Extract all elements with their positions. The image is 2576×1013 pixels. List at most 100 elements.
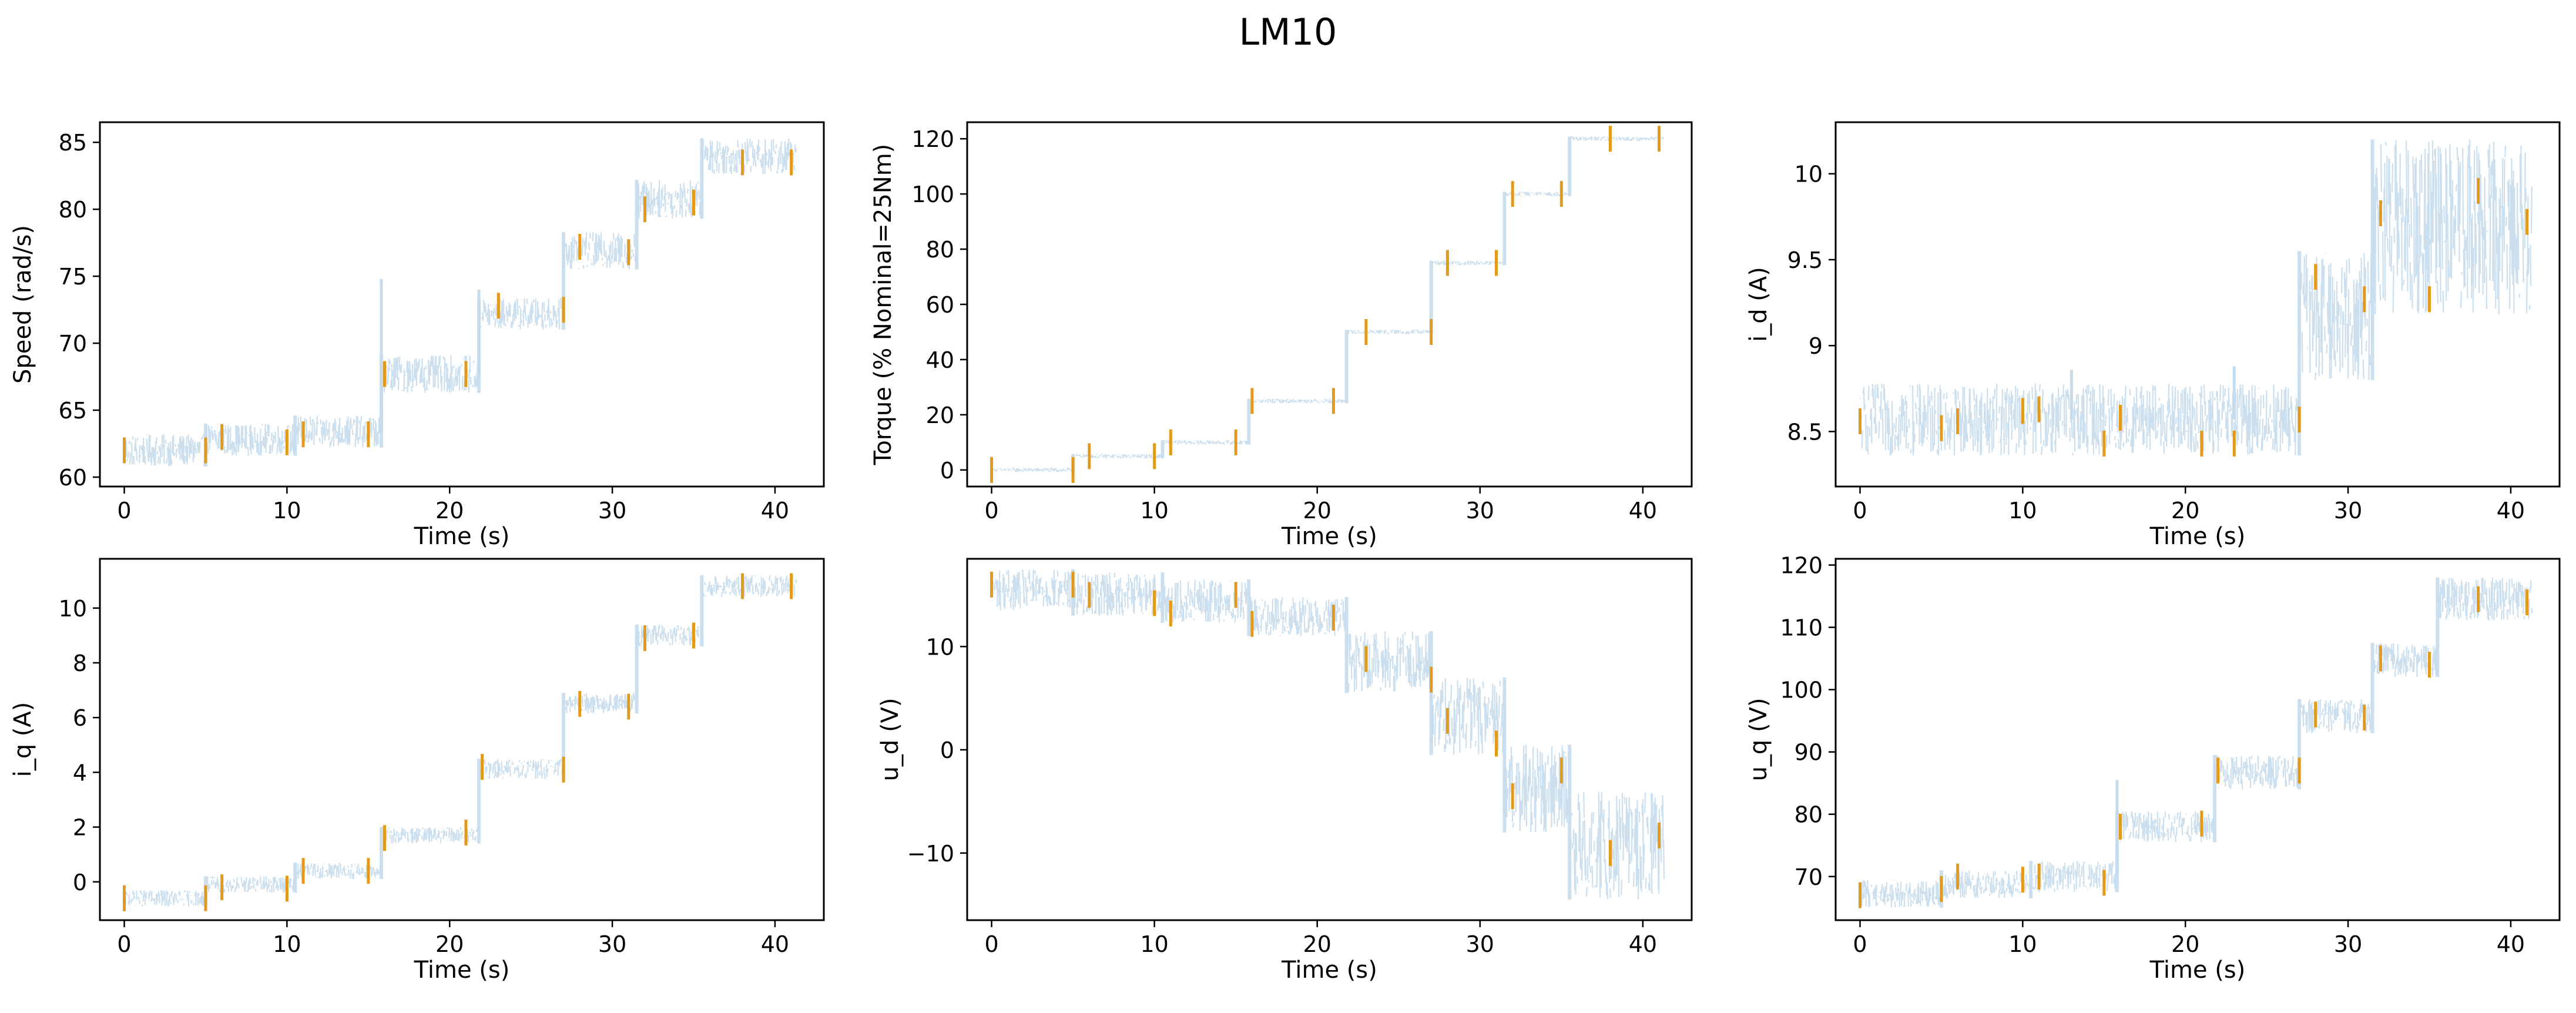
- u-q-signal: [1859, 577, 2533, 908]
- u-d-ytick-label: −10: [907, 841, 954, 867]
- i-d-signal-trace: [1859, 139, 2533, 456]
- torque-signal-trace: [991, 136, 1665, 473]
- speed-xlabel: Time (s): [414, 523, 510, 550]
- u-q-step-transition: [2029, 861, 2033, 898]
- torque-ytick-label: 120: [911, 126, 954, 152]
- i-d-ytick-label: 8.5: [1787, 419, 1823, 445]
- i-d-ytick-label: 9: [1809, 333, 1823, 359]
- speed-xtick-label: 40: [761, 498, 789, 524]
- torque-step-transition: [1429, 260, 1433, 334]
- i-q-xtick-label: 20: [435, 931, 464, 957]
- speed-ytick-label: 65: [59, 398, 87, 424]
- u-q-step-transition: [2213, 755, 2217, 843]
- u-d-xtick-label: 10: [1140, 931, 1168, 957]
- speed-step-transition: [635, 180, 639, 270]
- i-q-step-transition: [700, 575, 704, 647]
- i-q-step-transition: [379, 827, 383, 880]
- i-q-xtick-label: 10: [273, 931, 301, 957]
- u-d-xtick-label: 30: [1466, 931, 1494, 957]
- u-d-step-transition: [1247, 579, 1251, 636]
- u-q-ytick-label: 110: [1780, 615, 1823, 641]
- u-q-markers: [1859, 586, 2529, 908]
- torque-step-transition: [1247, 398, 1251, 445]
- i-q-panel: 0 10 20 30 40 0 2 4 6 8 10 Time (s) i_q (A): [9, 558, 825, 984]
- speed-xtick-label: 20: [435, 498, 464, 524]
- i-q-xtick-label: 40: [761, 931, 789, 957]
- speed-ytick-label: 80: [59, 197, 87, 223]
- i-q-xtick-label: 30: [598, 931, 626, 957]
- u-q-ytick-label: 90: [1795, 740, 1823, 766]
- i-q-axes-frame: [99, 558, 825, 921]
- torque-ylabel: Torque (% Nominal=25Nm): [870, 144, 897, 466]
- u-d-xlabel: Time (s): [1281, 957, 1377, 984]
- u-q-xlabel: Time (s): [2149, 957, 2246, 984]
- i-d-xlabel: Time (s): [2149, 523, 2246, 550]
- u-d-xtick-label: 20: [1303, 931, 1331, 957]
- i-d-ylabel: i_d (A): [1745, 267, 1772, 342]
- u-d-ylabel: u_d (V): [877, 697, 904, 781]
- speed-ylabel: Speed (rad/s): [9, 225, 36, 384]
- speed-ytick-label: 70: [59, 331, 87, 357]
- i-d-ytick-label: 10: [1795, 162, 1823, 187]
- i-q-ytick-label: 0: [73, 870, 87, 895]
- torque-ytick-label: 40: [926, 347, 954, 373]
- u-q-step-transition: [2370, 643, 2374, 733]
- u-d-step-transition: [1160, 572, 1165, 623]
- u-q-step-transition: [2436, 577, 2440, 677]
- speed-step-transition: [293, 415, 297, 456]
- torque-step-transition: [1344, 330, 1349, 404]
- speed-axes-frame: [99, 121, 825, 488]
- torque-ytick-label: 20: [926, 402, 954, 428]
- u-q-ytick-label: 80: [1795, 802, 1823, 828]
- i-q-xtick-label: 0: [117, 931, 131, 957]
- torque-xlabel: Time (s): [1281, 523, 1377, 550]
- speed-ytick-label: 60: [59, 465, 87, 491]
- torque-xtick-label: 10: [1140, 498, 1168, 524]
- i-q-ytick-label: 6: [73, 705, 87, 731]
- torque-step-transition: [1502, 192, 1507, 266]
- i-q-signal: [123, 575, 797, 907]
- i-d-xtick-label: 10: [2008, 498, 2037, 524]
- i-q-step-transition: [477, 759, 481, 844]
- torque-ytick-label: 60: [926, 292, 954, 318]
- torque-step-transition: [1568, 136, 1572, 196]
- u-d-signal: [991, 569, 1665, 900]
- u-d-step-transition: [1344, 597, 1349, 693]
- i-q-ytick-label: 4: [73, 760, 87, 786]
- i-q-markers: [123, 573, 793, 911]
- i-d-axes-frame: [1834, 121, 2561, 488]
- torque-ytick-label: 80: [926, 237, 954, 263]
- u-q-ytick-label: 100: [1780, 677, 1823, 703]
- u-q-step-transition: [2297, 699, 2302, 790]
- u-d-xtick-label: 40: [1629, 931, 1657, 957]
- i-q-ylabel: i_q (A): [9, 702, 36, 777]
- u-d-markers: [990, 571, 1661, 866]
- speed-step-transition: [562, 232, 566, 330]
- speed-xtick-label: 0: [117, 498, 131, 524]
- u-q-panel: 0 10 20 30 40 70 80 90 100 110 120 Time (s) u_q (V): [1745, 553, 2561, 984]
- i-d-xtick-label: 20: [2171, 498, 2199, 524]
- torque-markers: [990, 126, 1661, 483]
- u-q-xtick-label: 40: [2497, 931, 2525, 957]
- torque-xtick-label: 30: [1466, 498, 1494, 524]
- torque-signal: [991, 136, 1665, 473]
- i-d-xtick-label: 40: [2497, 498, 2525, 524]
- u-q-xtick-label: 30: [2334, 931, 2362, 957]
- torque-step-transition: [1160, 440, 1165, 459]
- u-d-axes-frame: [966, 558, 1693, 921]
- speed-xtick-label: 10: [273, 498, 301, 524]
- i-q-ytick-label: 8: [73, 650, 87, 676]
- u-q-xtick-label: 10: [2008, 931, 2037, 957]
- speed-markers: [123, 149, 793, 464]
- torque-axes-frame: [966, 121, 1693, 488]
- u-q-ylabel: u_q (V): [1745, 697, 1772, 781]
- i-d-xtick-label: 0: [1853, 498, 1867, 524]
- u-q-signal-trace: [1859, 577, 2533, 908]
- torque-ytick-label: 0: [940, 458, 954, 484]
- speed-ytick-label: 85: [59, 130, 87, 156]
- speed-step-transition: [700, 138, 704, 219]
- i-q-ytick-label: 10: [59, 596, 87, 622]
- u-q-ytick-label: 70: [1795, 864, 1823, 890]
- i-q-signal-trace: [123, 575, 797, 907]
- u-d-panel: 0 10 20 30 40 −10 0 10 Time (s) u_d (V): [877, 558, 1693, 984]
